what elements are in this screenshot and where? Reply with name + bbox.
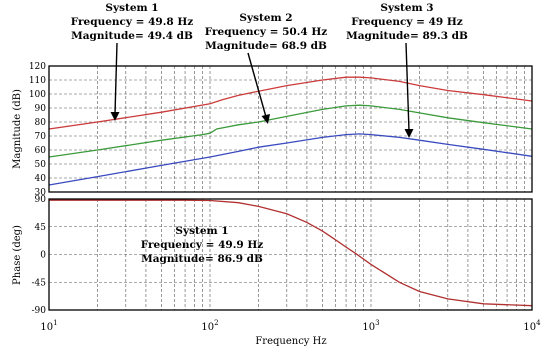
magnitude-curve-3 (48, 133, 533, 186)
magnitude-curves (48, 76, 533, 186)
arrowhead-system1 (110, 112, 120, 121)
annotation-system2: System 2 Frequency = 50.4 Hz Magnitude= … (205, 12, 328, 52)
phase-y-tick-label: -45 (32, 278, 47, 288)
phase-y-tick-label: 45 (35, 223, 47, 233)
x-tick-label: 104 (523, 319, 541, 333)
annotation-line: Magnitude= 86.9 dB (141, 253, 263, 265)
magnitude-y-tick-label: 110 (29, 76, 46, 86)
annotation-system1-magnitude: System 1 Frequency = 49.8 Hz Magnitude= … (71, 2, 194, 42)
magnitude-y-tick-label: 50 (35, 160, 47, 170)
annotation-line: System 2 (239, 12, 292, 24)
magnitude-y-tick-labels: 120 110 100 90 80 70 60 50 40 30 (29, 62, 46, 198)
phase-y-tick-labels: 90 45 0 -45 -90 (32, 195, 47, 316)
magnitude-y-tick-label: 90 (35, 104, 47, 114)
arrow-system3 (405, 42, 410, 132)
annotation-line: Magnitude= 49.4 dB (71, 30, 193, 42)
magnitude-y-tick-label: 80 (35, 118, 47, 128)
phase-curves (49, 199, 533, 307)
magnitude-y-tick-label: 60 (35, 146, 47, 156)
phase-frame (48, 198, 533, 311)
magnitude-y-tick-label: 30 (35, 188, 47, 198)
annotation-line: Frequency = 49.9 Hz (141, 239, 264, 251)
phase-y-axis-label: Phase (deg) (12, 225, 23, 285)
magnitude-y-tick-label: 100 (29, 90, 46, 100)
annotation-line: System 3 (380, 2, 433, 14)
phase-grid (49, 199, 532, 310)
phase-y-tick-label: 90 (35, 195, 47, 205)
phase-curve-1 (49, 199, 533, 307)
annotation-line: System 1 (105, 2, 158, 14)
x-tick-label: 103 (362, 319, 379, 333)
arrow-system2 (247, 52, 267, 118)
magnitude-curve-1 (48, 76, 533, 130)
annotation-system1-phase: System 1 Frequency = 49.9 Hz Magnitude= … (141, 225, 264, 265)
arrowhead-system3 (404, 129, 414, 138)
magnitude-grid (49, 66, 532, 192)
phase-y-tick-label: -90 (32, 306, 47, 316)
magnitude-y-tick-label: 70 (35, 132, 47, 142)
magnitude-y-tick-label: 40 (35, 174, 47, 184)
annotation-line: System 1 (175, 225, 228, 237)
magnitude-y-tick-label: 120 (29, 62, 46, 72)
annotation-line: Magnitude= 89.3 dB (346, 30, 468, 42)
x-tick-label: 101 (40, 319, 57, 333)
x-axis-label: Frequency Hz (255, 336, 326, 347)
annotation-system3: System 3 Frequency = 49 Hz Magnitude= 89… (346, 2, 468, 42)
magnitude-frame (48, 65, 533, 193)
magnitude-y-axis-label: Magnitude (dB) (12, 89, 23, 169)
arrowhead-system2 (261, 114, 270, 124)
annotation-line: Magnitude= 68.9 dB (205, 40, 327, 52)
phase-y-tick-label: 0 (40, 251, 46, 261)
annotation-arrows (110, 42, 414, 138)
annotation-line: Frequency = 50.4 Hz (205, 26, 328, 38)
x-tick-labels: 101 102 103 104 (40, 319, 541, 333)
annotation-line: Frequency = 49 Hz (351, 16, 463, 28)
magnitude-curve-2 (48, 104, 533, 158)
x-tick-label: 102 (201, 319, 218, 333)
arrow-system1 (114, 42, 118, 115)
annotation-line: Frequency = 49.8 Hz (71, 16, 194, 28)
